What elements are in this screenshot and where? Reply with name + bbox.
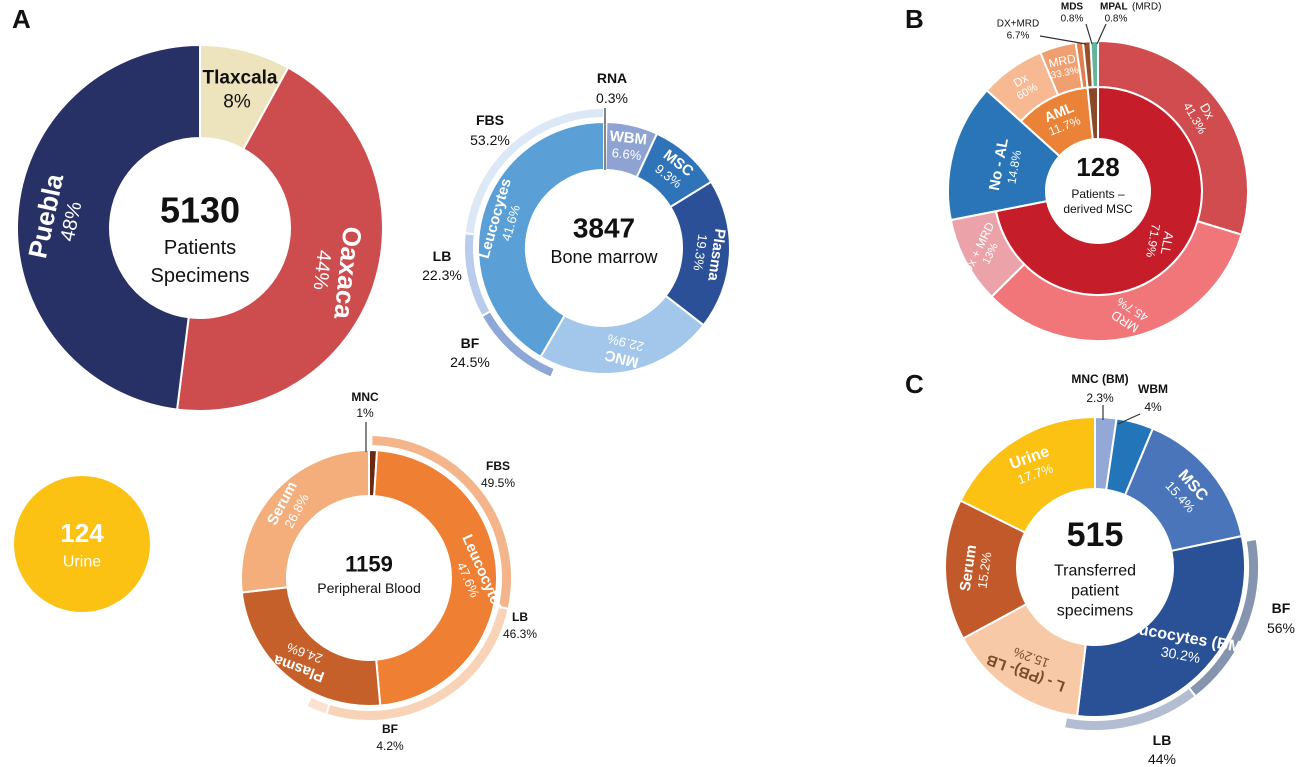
tr-bf-name: BF [1272, 600, 1291, 616]
tr-wbm-leader [1117, 413, 1141, 425]
bm-lb-pct: 22.3% [422, 267, 462, 283]
chart-urine: 124 Urine [14, 476, 150, 612]
pb-bf-pct: 4.2% [376, 739, 404, 753]
panel-label-a: A [12, 4, 31, 34]
panel-label-c: C [905, 369, 924, 399]
center-subtitle-1: Patients – [1071, 187, 1125, 201]
chart-transferred: 515TransferredpatientspecimensMSC15.4%Le… [944, 372, 1295, 767]
msc-leader-mpal [1096, 23, 1107, 45]
msc-label-all-pct: 71.9% [1143, 223, 1163, 259]
donut-hole [526, 170, 682, 326]
donut-hole [1017, 489, 1173, 645]
msc-outer-8 [1089, 39, 1099, 89]
msc-ext-dxmrd-name: DX+MRD [997, 19, 1040, 30]
msc-label-dx-pct: Dx [1197, 100, 1218, 122]
msc-outer-1 [990, 219, 1243, 342]
msc-label-noal-pct: 14.8% [1004, 149, 1024, 185]
center-total: 5130 [160, 190, 240, 231]
center-subtitle: Peripheral Blood [317, 580, 421, 596]
bm-label-1-pct: 6.6% [611, 145, 642, 163]
msc-label-aml-mrd-pct: MRD [1047, 51, 1077, 70]
pb-lb-pct: 46.3% [503, 627, 537, 641]
bm-lb-name: LB [433, 248, 452, 264]
center-subtitle-1: Transferred [1054, 563, 1136, 580]
chart-specimens: 5130PatientsSpecimensTlaxcala8%Oaxaca44%… [16, 43, 384, 412]
pb-lb-name: LB [512, 610, 528, 624]
tr-mnc-pct: 2.3% [1086, 391, 1114, 405]
msc-outer-0 [1097, 39, 1249, 236]
msc-ext-mpal-pct: 0.8% [1105, 14, 1128, 25]
bm-label-3-pct: 19.3% [690, 233, 710, 272]
bm-rna-pct: 0.3% [596, 90, 628, 106]
bm-outer-2 [463, 106, 605, 236]
panel-label-b: B [905, 4, 924, 34]
center-subtitle-2: Specimens [151, 265, 250, 287]
tr-outer-1 [1062, 686, 1198, 732]
urine-label: Urine [63, 554, 101, 571]
center-subtitle-2: patient [1071, 583, 1120, 600]
slice-pct-tlaxcala: 8% [223, 92, 251, 113]
urine-total: 124 [60, 518, 104, 548]
center-subtitle-3: specimens [1057, 603, 1133, 620]
bm-fbs-name: FBS [476, 112, 504, 128]
bm-bf-pct: 24.5% [450, 354, 490, 370]
pb-mnc-pct: 1% [356, 406, 374, 420]
msc-leader-dxmrd [1039, 35, 1087, 45]
bm-fbs-pct: 53.2% [470, 132, 510, 148]
center-total: 515 [1067, 516, 1124, 554]
bm-bf-name: BF [461, 335, 480, 351]
msc-ext-dxmrd-pct: 6.7% [1007, 31, 1030, 42]
pb-outer-2 [304, 695, 331, 716]
msc-ext-mds-pct: 0.8% [1061, 14, 1084, 25]
bm-rna-name: RNA [597, 70, 627, 86]
msc-leader-mds [1085, 23, 1093, 45]
bm-label-1-name: WBM [609, 128, 648, 149]
slice-label-tlaxcala: Tlaxcala [203, 68, 278, 89]
pb-bf-name: BF [382, 722, 398, 736]
center-total: 3847 [573, 213, 635, 244]
tr-lb-pct: 44% [1148, 751, 1176, 767]
donut-hole [287, 496, 451, 660]
tr-wbm-name: WBM [1138, 382, 1168, 396]
tr-label-3-pct: 30.2% [1160, 643, 1202, 666]
msc-ext-mpal-note: (MRD) [1132, 2, 1161, 13]
pb-mnc-name: MNC [351, 390, 379, 404]
slice-label-oaxaca-pct: 44% [309, 249, 335, 291]
tr-bf-pct: 56% [1267, 620, 1295, 636]
donut-hole [1046, 139, 1150, 243]
tr-wbm-pct: 4% [1144, 400, 1162, 414]
pb-fbs-name: FBS [486, 459, 510, 473]
donut-hole [110, 138, 290, 318]
center-total: 1159 [345, 552, 393, 577]
pb-fbs-pct: 49.5% [481, 476, 515, 490]
tr-mnc-name: MNC (BM) [1071, 372, 1128, 386]
msc-ext-mpal-name: MPAL [1100, 2, 1128, 13]
tr-label-5-name: Serum [957, 544, 980, 593]
center-subtitle-1: Patients [164, 237, 236, 259]
center-subtitle: Bone marrow [550, 247, 658, 267]
msc-label-aml-dx-pct: Dx [1011, 71, 1031, 90]
urine-circle [14, 476, 150, 612]
msc-label-all-pct: ALL [1158, 230, 1177, 255]
center-total: 128 [1076, 152, 1119, 182]
msc-ext-mds-name: MDS [1061, 2, 1084, 13]
tr-label-5-pct: 15.2% [974, 551, 994, 590]
center-subtitle-2: derived MSC [1063, 202, 1133, 216]
tr-lb-name: LB [1153, 732, 1172, 748]
